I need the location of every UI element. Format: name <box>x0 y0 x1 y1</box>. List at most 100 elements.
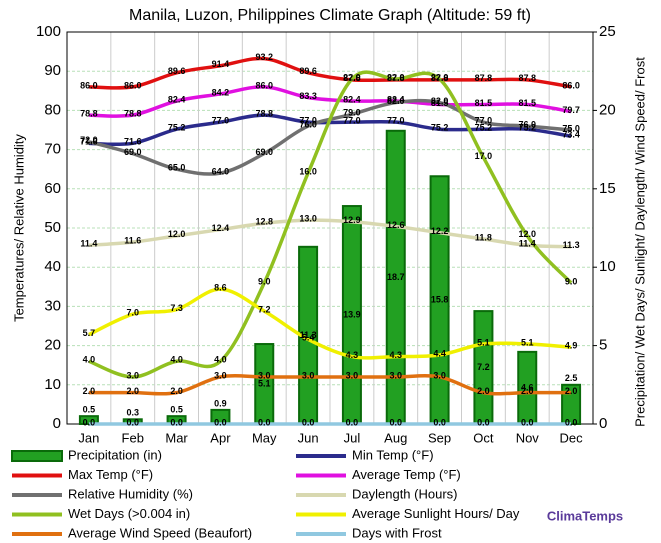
line <box>88 287 572 360</box>
value-label: 12.0 <box>518 229 536 239</box>
value-label: 3.0 <box>389 370 402 380</box>
value-label: 86.0 <box>255 80 273 90</box>
value-label: 0.0 <box>214 417 227 427</box>
value-label: 4.9 <box>565 341 578 351</box>
legend-label: Average Temp (°F) <box>352 467 461 482</box>
value-label: 12.2 <box>431 226 449 236</box>
y-axis-label: Temperatures/ Relative Humidity <box>11 134 26 322</box>
value-label: 13.0 <box>299 214 317 224</box>
value-label: 65.0 <box>168 163 186 173</box>
value-label: 0.0 <box>521 417 534 427</box>
x-tick-label: Apr <box>210 430 231 445</box>
value-label: 2.0 <box>521 386 534 396</box>
value-label: 0.5 <box>170 405 183 415</box>
value-label: 3.0 <box>346 370 359 380</box>
value-label: 0.0 <box>83 417 96 427</box>
y-tick-label: 0 <box>53 415 61 432</box>
y-tick-label: 100 <box>36 23 61 40</box>
value-label: 81.5 <box>518 98 536 108</box>
value-label: 9.0 <box>258 276 271 286</box>
value-label: 77.0 <box>387 116 405 126</box>
value-label: 5.1 <box>521 337 534 347</box>
value-label: 7.2 <box>258 304 271 314</box>
y-tick-label: 30 <box>44 297 61 314</box>
value-label: 82.0 <box>431 96 449 106</box>
y-tick-label: 80 <box>44 101 61 118</box>
x-tick-label: Sep <box>428 430 451 445</box>
value-label: 13.9 <box>343 309 361 319</box>
value-label: 89.6 <box>168 66 186 76</box>
x-tick-label: Oct <box>473 430 494 445</box>
value-label: 77.0 <box>299 116 317 126</box>
value-label: 64.0 <box>212 166 230 176</box>
value-label: 7.3 <box>170 303 183 313</box>
value-label: 77.0 <box>343 116 361 126</box>
legend-label: Average Wind Speed (Beaufort) <box>68 525 252 540</box>
value-label: 5.7 <box>83 328 96 338</box>
value-label: 17.0 <box>475 151 493 161</box>
value-label: 0.3 <box>126 408 139 418</box>
value-label: 2.5 <box>565 373 578 383</box>
value-label: 69.0 <box>255 147 273 157</box>
value-label: 78.8 <box>255 108 273 118</box>
line <box>88 70 573 379</box>
legend-label: Max Temp (°F) <box>68 467 153 482</box>
value-label: 73.4 <box>562 130 580 140</box>
value-label: 4.6 <box>521 382 534 392</box>
value-label: 3.0 <box>433 370 446 380</box>
y-tick-label: 60 <box>44 180 61 197</box>
y2-tick-label: 25 <box>599 23 616 40</box>
value-label: 72.0 <box>80 135 98 145</box>
value-label: 75.2 <box>168 123 186 133</box>
legend-label: Min Temp (°F) <box>352 447 434 462</box>
value-label: 4.4 <box>433 348 446 358</box>
y-tick-label: 90 <box>44 62 61 79</box>
value-label: 78.8 <box>124 108 142 118</box>
value-label: 22.0 <box>343 72 361 82</box>
value-label: 11.6 <box>124 235 141 245</box>
value-label: 86.0 <box>124 80 142 90</box>
value-label: 4.3 <box>389 350 402 360</box>
x-tick-label: Mar <box>165 430 188 445</box>
value-label: 11.8 <box>475 232 492 242</box>
value-label: 75.2 <box>431 123 449 133</box>
legend-swatch <box>11 450 63 462</box>
x-tick-label: Jun <box>298 430 319 445</box>
value-label: 82.0 <box>387 96 405 106</box>
legend-label: Precipitation (in) <box>68 447 162 462</box>
x-tick-label: Jan <box>78 430 99 445</box>
value-label: 75.2 <box>475 123 493 133</box>
value-label: 5.1 <box>477 337 490 347</box>
x-tick-label: Aug <box>384 430 407 445</box>
value-label: 11.4 <box>519 239 536 249</box>
value-label: 76.0 <box>518 119 536 129</box>
value-label: 75.0 <box>562 123 580 133</box>
y-tick-label: 50 <box>44 219 61 236</box>
x-tick-label: Feb <box>122 430 144 445</box>
watermark: ClimaTemps <box>547 508 623 523</box>
line <box>88 85 572 118</box>
value-label: 2.0 <box>83 386 96 396</box>
line <box>88 218 572 249</box>
value-label: 2.0 <box>170 386 183 396</box>
value-label: 11.4 <box>80 239 97 249</box>
value-label: 15.8 <box>431 295 449 305</box>
value-label: 5.4 <box>302 333 315 343</box>
value-label: 0.0 <box>346 417 359 427</box>
value-label: 82.4 <box>343 94 361 104</box>
value-label: 2.0 <box>565 386 578 396</box>
y2-tick-label: 0 <box>599 415 607 432</box>
value-label: 3.0 <box>302 370 315 380</box>
line <box>88 56 572 90</box>
value-label: 0.9 <box>214 398 227 408</box>
value-label: 0.0 <box>389 417 402 427</box>
value-label: 77.0 <box>212 116 230 126</box>
x-tick-label: Jul <box>344 430 361 445</box>
x-tick-label: Dec <box>560 430 584 445</box>
value-label: 83.3 <box>299 91 317 101</box>
value-label: 3.0 <box>214 370 227 380</box>
value-label: 22.0 <box>431 72 449 82</box>
value-label: 3.0 <box>126 370 139 380</box>
value-label: 2.0 <box>126 386 139 396</box>
